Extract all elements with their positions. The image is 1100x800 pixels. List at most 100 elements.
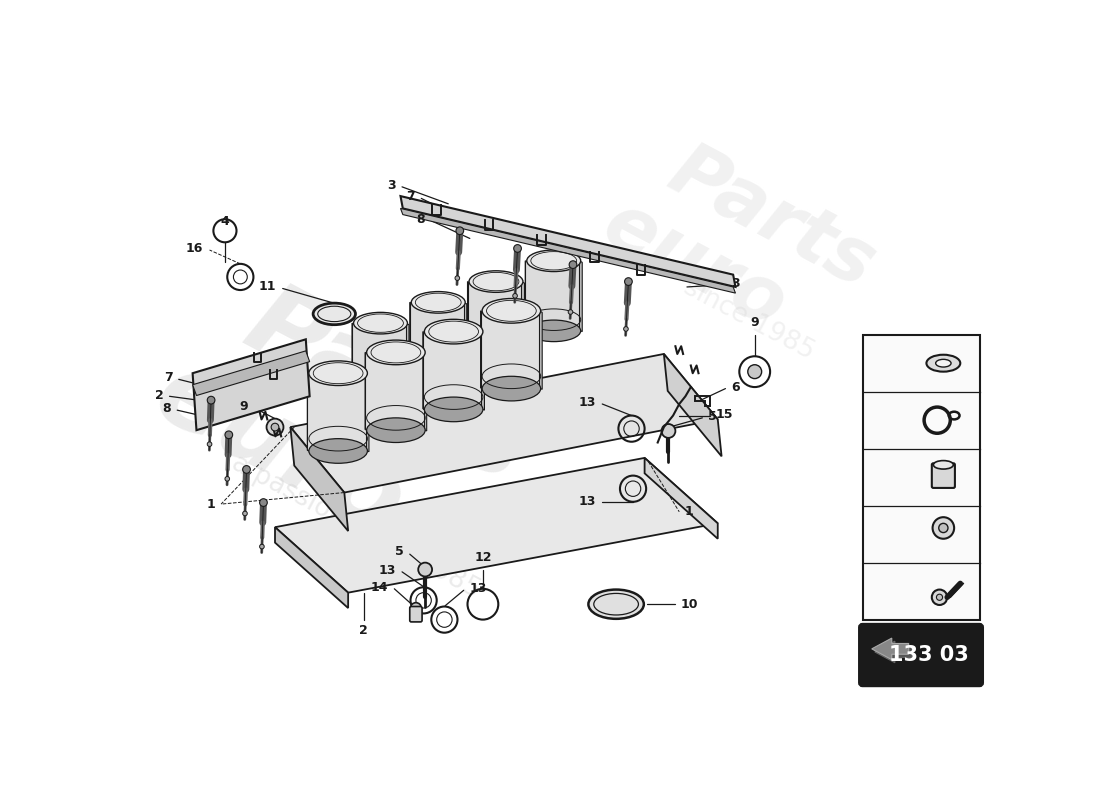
Polygon shape — [409, 302, 464, 372]
FancyBboxPatch shape — [862, 334, 980, 619]
Text: 1: 1 — [684, 506, 693, 518]
Ellipse shape — [366, 418, 425, 442]
Ellipse shape — [425, 397, 483, 422]
Polygon shape — [422, 332, 426, 410]
Text: 14: 14 — [371, 581, 388, 594]
Polygon shape — [482, 332, 484, 410]
Ellipse shape — [933, 461, 954, 469]
Polygon shape — [365, 353, 369, 431]
Text: euro: euro — [591, 186, 799, 344]
Text: 2: 2 — [155, 389, 163, 402]
Polygon shape — [352, 323, 406, 393]
Ellipse shape — [482, 298, 541, 323]
Polygon shape — [406, 323, 409, 394]
Polygon shape — [664, 354, 722, 456]
Circle shape — [207, 396, 215, 404]
Ellipse shape — [314, 303, 355, 325]
Text: 1: 1 — [207, 498, 216, 510]
Text: 9: 9 — [874, 527, 884, 541]
Text: 133 03: 133 03 — [889, 645, 969, 665]
FancyBboxPatch shape — [409, 606, 422, 622]
Polygon shape — [468, 282, 521, 351]
Ellipse shape — [469, 341, 522, 362]
Text: a passion since 1985: a passion since 1985 — [227, 450, 485, 604]
Circle shape — [514, 245, 521, 252]
Circle shape — [418, 562, 432, 577]
Text: 6: 6 — [730, 381, 739, 394]
Polygon shape — [307, 373, 310, 452]
Text: 16: 16 — [186, 242, 204, 255]
Text: 13: 13 — [470, 582, 487, 595]
Ellipse shape — [926, 354, 960, 372]
Polygon shape — [192, 351, 310, 395]
Ellipse shape — [353, 312, 407, 334]
Text: 12: 12 — [474, 551, 492, 564]
Circle shape — [938, 523, 948, 533]
Polygon shape — [481, 311, 539, 388]
Circle shape — [569, 310, 573, 314]
Ellipse shape — [309, 361, 367, 386]
Polygon shape — [526, 261, 580, 330]
Polygon shape — [400, 209, 736, 293]
Text: 8: 8 — [163, 402, 172, 415]
Circle shape — [932, 590, 947, 605]
Circle shape — [226, 431, 233, 438]
Ellipse shape — [425, 319, 483, 344]
Text: 9: 9 — [750, 316, 759, 330]
Ellipse shape — [482, 376, 541, 401]
Polygon shape — [290, 354, 717, 493]
Polygon shape — [366, 373, 368, 452]
Polygon shape — [539, 311, 542, 390]
Circle shape — [243, 466, 251, 474]
Text: 15: 15 — [715, 407, 733, 421]
Polygon shape — [365, 353, 424, 430]
Polygon shape — [307, 373, 366, 450]
Circle shape — [226, 477, 230, 481]
Polygon shape — [290, 427, 348, 531]
FancyBboxPatch shape — [859, 624, 982, 686]
Text: since 1985: since 1985 — [679, 274, 818, 365]
Ellipse shape — [353, 382, 407, 404]
Circle shape — [207, 442, 212, 446]
Circle shape — [455, 227, 464, 234]
Polygon shape — [521, 282, 525, 353]
Ellipse shape — [411, 362, 465, 383]
Circle shape — [513, 294, 517, 298]
Text: 4: 4 — [874, 584, 884, 598]
Text: 5: 5 — [395, 546, 404, 558]
Polygon shape — [352, 323, 355, 394]
Polygon shape — [468, 282, 471, 353]
Polygon shape — [275, 527, 348, 608]
Polygon shape — [409, 302, 412, 373]
Circle shape — [266, 418, 284, 435]
Circle shape — [661, 424, 675, 438]
Polygon shape — [422, 332, 482, 409]
Circle shape — [271, 423, 279, 431]
Ellipse shape — [527, 250, 581, 271]
Polygon shape — [874, 641, 912, 662]
Ellipse shape — [411, 291, 465, 313]
Text: 3: 3 — [387, 179, 396, 192]
Text: 16: 16 — [874, 356, 894, 370]
Text: 5: 5 — [707, 410, 716, 423]
Circle shape — [625, 278, 632, 286]
Text: 7: 7 — [165, 371, 174, 384]
Text: 12: 12 — [874, 470, 894, 484]
Text: 13: 13 — [579, 396, 596, 409]
Circle shape — [933, 517, 954, 538]
Circle shape — [260, 498, 267, 506]
Ellipse shape — [469, 270, 522, 292]
Polygon shape — [645, 458, 717, 538]
Text: euro: euro — [138, 342, 420, 558]
Text: 3: 3 — [730, 277, 739, 290]
Text: 2: 2 — [360, 624, 367, 638]
Circle shape — [624, 326, 628, 331]
Polygon shape — [464, 302, 466, 373]
Circle shape — [410, 602, 421, 614]
Polygon shape — [481, 311, 484, 390]
Ellipse shape — [588, 590, 643, 619]
Polygon shape — [871, 638, 909, 660]
Text: 8: 8 — [417, 213, 425, 226]
Text: Parts: Parts — [657, 134, 887, 304]
Polygon shape — [580, 261, 582, 332]
